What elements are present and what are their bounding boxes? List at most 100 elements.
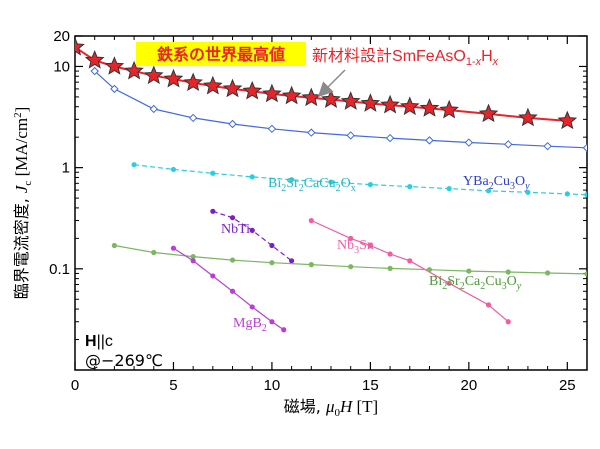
data-point [104,56,125,75]
data-point [269,242,275,249]
data-point [348,235,354,241]
data-point [289,258,295,264]
data-point [269,319,275,325]
y-axis-title-prefix: 臨界電流密度, [12,193,31,299]
data-point [321,89,341,108]
data-point [387,251,393,257]
data-point [419,98,440,117]
x-axis-h-symbol: H [339,397,354,416]
data-point [75,36,85,56]
data-point [269,260,275,266]
series-bi2sr2cacu2ox [131,162,587,198]
data-point [210,170,216,176]
data-point [151,249,157,256]
data-point [407,183,413,190]
data-point [504,140,513,149]
temperature-label: @−269℃ [85,351,163,370]
data-point [267,124,277,134]
label-bi2212: Bi2Sr2CaCu2Ox [268,176,356,194]
data-point [328,179,334,185]
headline-box [136,42,306,66]
data-point [229,288,236,294]
data-point [518,107,538,127]
data-point [584,271,587,277]
data-point [210,208,216,214]
x-axis-mu-symbol: μ [325,397,335,416]
series-nbti [210,208,295,264]
x-axis-title-prefix: 磁場, [284,397,326,416]
data-point [308,262,314,268]
label-bi2223: Bi2Sr2Ca2Cu3Oy [429,274,522,292]
plot-frame [74,35,588,371]
data-point [478,103,499,123]
x-tick-label: 5 [169,377,177,394]
x-tick-label: 10 [264,377,281,394]
data-point [387,265,393,271]
data-point [163,68,184,88]
new-material-formula-main: SmFeAsO [392,48,466,65]
data-point [222,78,243,98]
data-point [485,302,492,308]
data-point [188,113,198,123]
x-tick-label: 25 [559,377,576,394]
data-point [525,189,531,195]
data-point [360,93,381,112]
data-point [249,174,255,180]
data-point [582,143,587,153]
data-point [190,258,196,264]
axis-ticks: 0 5 10 15 20 25 0.1 1 10 20 [49,28,588,394]
data-point [84,49,105,69]
data-point [439,99,459,119]
label-mgb2: MgB2 [233,316,267,334]
y-axis-title: 臨界電流密度, Jc [MA/cm2] [12,107,34,300]
y-axis-unit-close: ] [12,107,31,113]
label-nb3sn: Nb3Sn [337,238,374,256]
data-point [203,75,223,95]
data-point [143,65,164,85]
data-point [545,270,551,276]
data-point [505,269,511,275]
data-point [149,104,158,114]
data-point [426,267,433,273]
data-point [346,131,355,140]
data-point [380,94,400,114]
series-layer [75,36,587,333]
series-mgb2 [170,245,287,333]
x-axis-mu-subscript: 0 [334,407,340,419]
data-point [242,80,263,100]
new-material-formula-sub: 1-x [466,56,482,68]
data-point [190,254,196,260]
y-axis-unit-exponent: 2 [12,112,24,118]
series-line-yba2cu3oy [94,70,587,149]
data-point [249,304,255,310]
y-axis-j-subscript: c [22,181,34,186]
field-orientation-label: H||c [85,333,113,350]
data-point [183,72,203,92]
y-axis-unit: [MA/cm [12,118,31,181]
label-nbti: NbTi [221,222,250,237]
data-point [308,217,314,224]
y-tick-label: 20 [53,28,70,45]
data-point [464,138,474,147]
series-smfeaso1-xhx [75,36,578,130]
data-point [466,268,472,274]
x-tick-label: 15 [362,377,379,394]
data-point [399,96,420,116]
label-ybco: YBa2Cu3Oy [463,174,530,192]
data-point [229,215,236,221]
x-tick-label: 20 [461,377,478,394]
data-point [210,273,216,279]
annotation-arrow [317,69,346,98]
data-point [367,242,373,249]
new-material-prefix: 新材料設計 [312,46,392,65]
series-bi2sr2ca2cu3oy [111,242,587,277]
data-point [367,181,373,188]
data-point [124,60,144,80]
data-point [131,162,137,168]
data-point [564,191,570,197]
x-axis-unit: [T] [352,397,378,416]
data-point [425,136,434,145]
data-point [289,177,295,183]
data-point [385,133,395,143]
